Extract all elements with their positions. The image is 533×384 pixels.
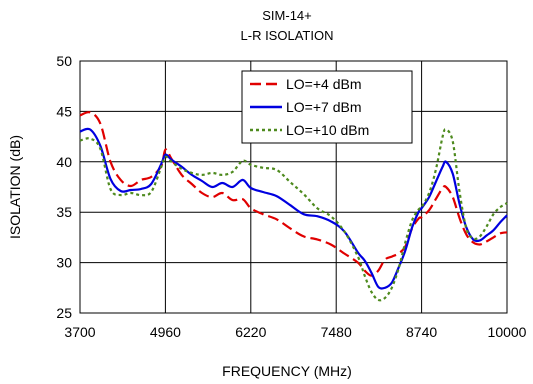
y-tick-labels: 25 30 35 40 45 50 bbox=[56, 53, 72, 321]
x-tick-label: 10000 bbox=[488, 324, 527, 340]
chart-subtitle: L-R ISOLATION bbox=[241, 28, 334, 43]
x-tick-labels: 3700 4960 6220 7480 8740 10000 bbox=[64, 324, 526, 340]
legend: LO=+4 dBm LO=+7 dBm LO=+10 dBm bbox=[241, 70, 413, 144]
y-tick-label: 45 bbox=[56, 103, 72, 119]
legend-label-1: LO=+7 dBm bbox=[286, 99, 362, 115]
x-tick-label: 6220 bbox=[235, 324, 266, 340]
x-axis-label: FREQUENCY (MHz) bbox=[222, 363, 352, 379]
x-tick-label: 4960 bbox=[150, 324, 181, 340]
y-tick-label: 35 bbox=[56, 204, 72, 220]
y-tick-label: 25 bbox=[56, 305, 72, 321]
y-tick-label: 40 bbox=[56, 154, 72, 170]
legend-label-2: LO=+10 dBm bbox=[286, 122, 369, 138]
series-line-1 bbox=[79, 127, 508, 290]
series-line-2 bbox=[79, 128, 508, 302]
x-tick-label: 8740 bbox=[406, 324, 437, 340]
y-axis-label: ISOLATION (dB) bbox=[7, 135, 23, 239]
chart-title: SIM-14+ bbox=[262, 8, 312, 23]
grid bbox=[79, 60, 508, 314]
x-tick-label: 3700 bbox=[64, 324, 95, 340]
x-tick-label: 7480 bbox=[321, 324, 352, 340]
series-lines bbox=[79, 111, 508, 302]
legend-label-0: LO=+4 dBm bbox=[286, 76, 362, 92]
y-tick-label: 50 bbox=[56, 53, 72, 69]
y-tick-label: 30 bbox=[56, 255, 72, 271]
